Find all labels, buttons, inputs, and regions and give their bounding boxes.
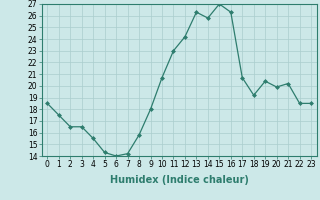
X-axis label: Humidex (Indice chaleur): Humidex (Indice chaleur) bbox=[110, 175, 249, 185]
